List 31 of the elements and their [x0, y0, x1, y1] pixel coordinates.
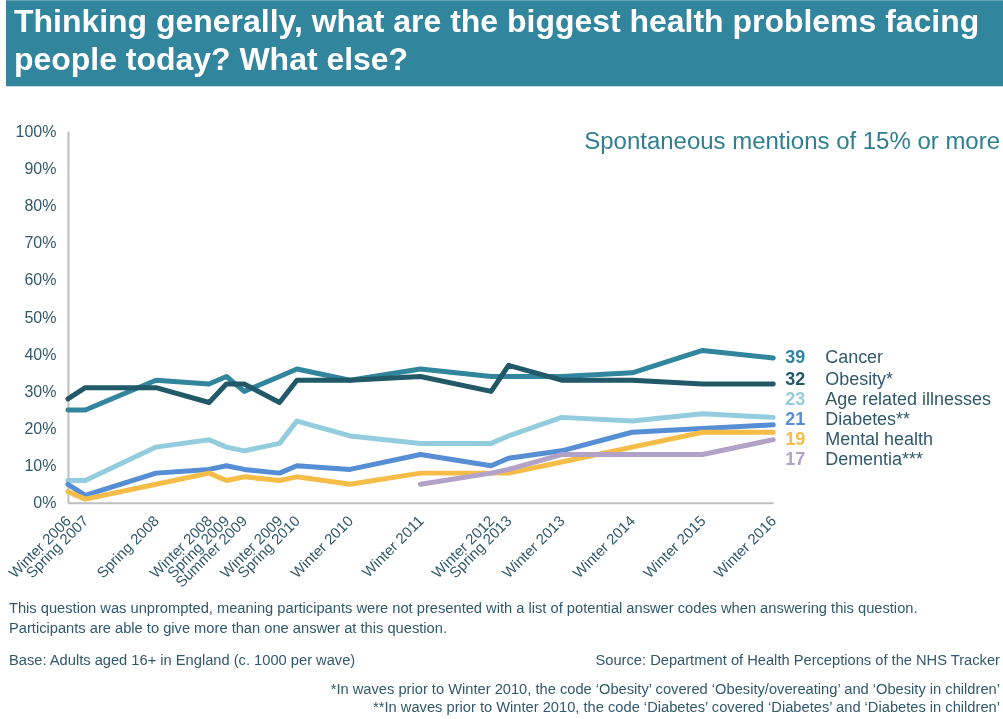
y-tick-label: 40% — [24, 345, 57, 363]
text: Base: Adults aged 16+ in England (c. 1000 per wave) — [8, 651, 356, 668]
data-label: 21 — [785, 408, 806, 429]
y-tick-label: 70% — [24, 234, 57, 252]
text: **In waves prior to Winter 2010, the code ‘Diabetes’ covered ‘Diabetes’ and ‘Diabetes in children’ — [373, 698, 1000, 715]
y-tick-label: 60% — [24, 271, 57, 289]
text: Cancer — [825, 346, 884, 367]
text: Mental health — [825, 428, 934, 449]
y-tick-label: 90% — [24, 159, 57, 177]
text: Participants are able to give more than one answer at this question. — [8, 619, 447, 636]
y-tick-label: 10% — [24, 457, 57, 475]
text: Diabetes** — [825, 408, 911, 429]
data-label: 19 — [785, 428, 806, 449]
y-tick-label: 50% — [24, 308, 57, 326]
y-tick-label: 80% — [24, 197, 57, 215]
data-label: 23 — [785, 388, 806, 409]
chart-title: Thinking generally, what are the biggest health problems facing people today? What else? — [13, 3, 980, 78]
text: This question was unprompted, meaning participants were not presented with a list of potential answer codes when answering this question. — [8, 599, 918, 616]
text: Age related illnesses — [825, 388, 991, 409]
data-label: 32 — [785, 368, 806, 389]
chart-subtitle: Spontaneous mentions of 15% or more — [584, 127, 1000, 155]
data-label: 39 — [785, 346, 806, 367]
source-note: Source: Department of Health Perceptions of the NHS Tracker — [595, 651, 1001, 668]
y-tick-label: 30% — [24, 382, 57, 400]
y-tick-label: 0% — [33, 494, 57, 512]
text: *In waves prior to Winter 2010, the code ‘Obesity’ covered ‘Obesity/overeating’ and ‘Obesity in children’ — [330, 680, 1000, 697]
y-tick-label: 100% — [15, 122, 57, 140]
data-label: 17 — [785, 448, 806, 469]
text: Obesity* — [825, 368, 894, 389]
y-tick-label: 20% — [24, 420, 57, 438]
text: Dementia*** — [825, 448, 924, 469]
